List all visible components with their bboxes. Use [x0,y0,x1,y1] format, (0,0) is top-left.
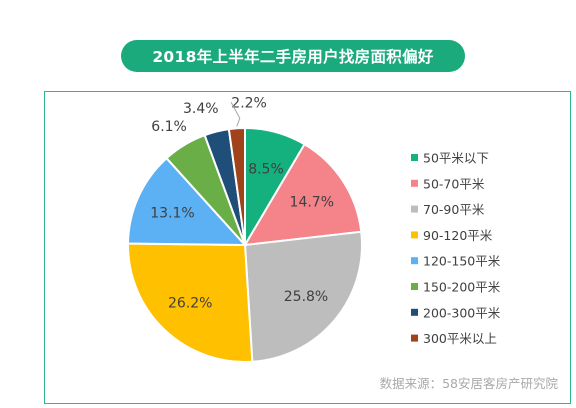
legend-label-4: 90-120平米 [423,228,493,243]
data-label-4: 26.2% [168,296,212,312]
legend-label-8: 300平米以上 [423,331,497,346]
pie-slices [126,126,363,363]
pie-slice-5 [126,156,248,247]
legend-swatch-6 [411,283,418,290]
legend-swatch-2 [411,179,418,187]
legend-swatch-4 [411,231,418,239]
data-label-7: 3.4% [183,101,219,117]
source-note: 数据来源：58安居客房产研究院 [379,376,558,391]
chart-frame [44,91,571,404]
legend-label-5: 120-150平米 [423,254,501,269]
data-label-3: 25.8% [284,289,328,305]
data-label-8: 2.2% [231,95,267,111]
legend-swatch-1 [411,154,418,161]
data-label-5: 13.1% [150,205,194,221]
legend: 50平米以下 50-70平米 70-90平米 90-120平米 120-150平米 150… [411,151,501,346]
legend-label-3: 70-90平米 [423,202,485,217]
legend-swatch-3 [411,205,418,213]
data-label-1: 8.5% [248,161,284,177]
leader-line [230,102,241,127]
legend-label-1: 50平米以下 [423,151,489,166]
data-label-6: 6.1% [151,119,187,135]
legend-label-7: 200-300平米 [423,305,501,320]
legend-swatch-5 [411,257,418,265]
legend-label-6: 150-200平米 [423,280,501,295]
pie-data-labels: 8.5% 14.7% 25.8% 26.2% 13.1% 6.1% 3.4% 2.2% [150,95,334,311]
chart-title: 2018年上半年二手房用户找房面积偏好 [121,40,465,72]
legend-label-2: 50-70平米 [423,176,485,191]
legend-swatch-8 [411,334,418,342]
pie-slice-8 [227,126,246,246]
pie-slice-2 [243,142,363,247]
pie-slice-3 [243,230,363,363]
legend-swatch-7 [411,308,418,316]
pie-slice-4 [127,242,254,363]
data-label-2: 14.7% [290,195,334,211]
